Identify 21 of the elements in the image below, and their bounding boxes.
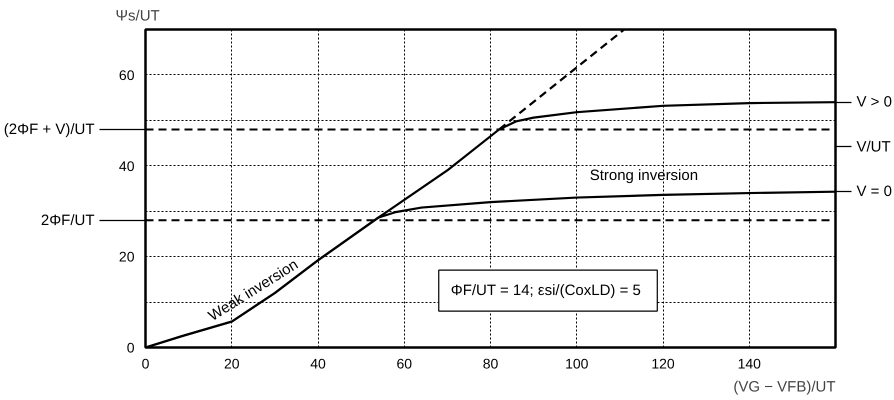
- y-tick-label: 0: [126, 340, 135, 356]
- legend-label: V > 0: [856, 94, 892, 111]
- text: V/UT: [856, 138, 891, 156]
- y-axis-title: Ψs/UT: [116, 8, 160, 24]
- x-tick-label: 20: [224, 356, 240, 372]
- annotation: Strong inversion: [590, 166, 698, 184]
- annotation: ΦF/UT = 14; εsi/(CoxLD) = 5: [450, 282, 641, 300]
- x-tick-label: 120: [651, 356, 675, 372]
- x-axis-title: (VG − VFB)/UT: [733, 378, 836, 396]
- y-tick-label: 40: [118, 158, 135, 174]
- x-tick-label: 100: [565, 356, 589, 372]
- x-tick-label: 40: [310, 356, 326, 372]
- y-tick-label: 20: [118, 248, 135, 265]
- ref-line-label: (2ΦF + V)/UT: [4, 120, 95, 138]
- x-tick-label: 0: [142, 356, 150, 372]
- ref-line-label: 2ΦF/UT: [40, 212, 95, 229]
- x-tick-label: 140: [738, 356, 762, 372]
- x-tick-label: 60: [396, 356, 412, 372]
- y-tick-label: 60: [118, 66, 135, 83]
- legend-label: V = 0: [856, 183, 892, 200]
- x-tick-label: 80: [482, 356, 498, 372]
